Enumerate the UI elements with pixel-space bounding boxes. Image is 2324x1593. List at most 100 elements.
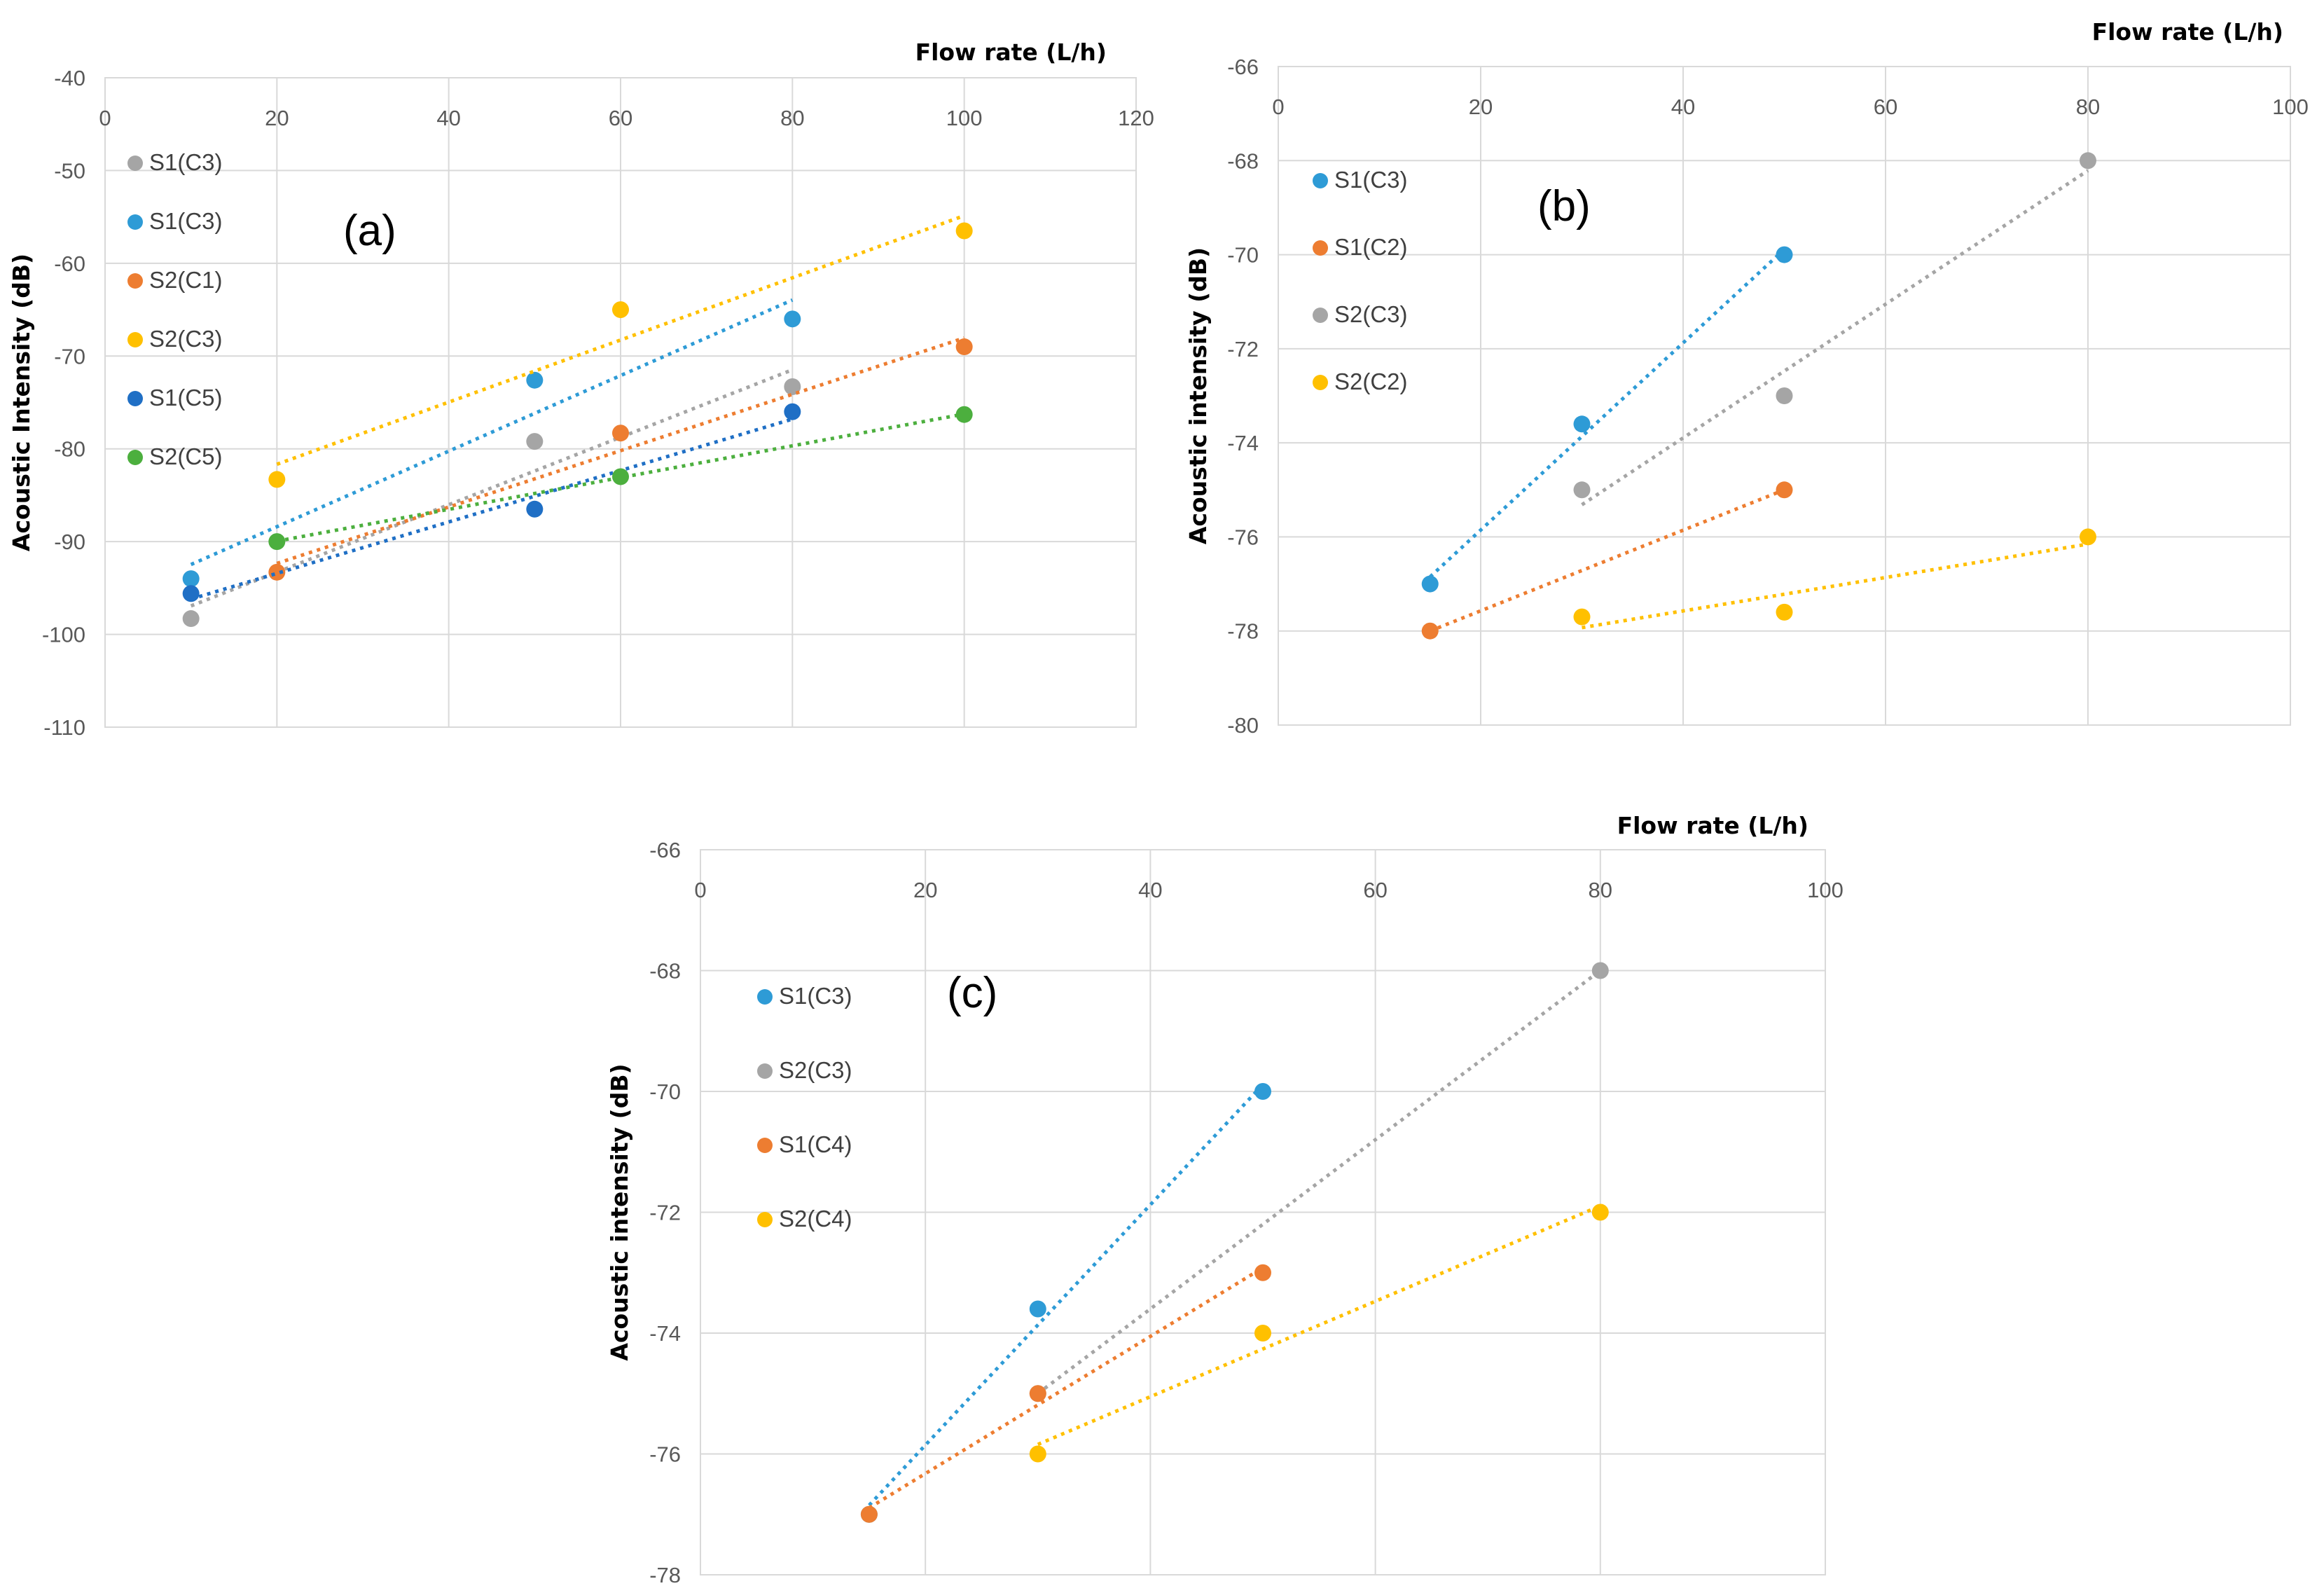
x-tick-label: 60 bbox=[1874, 95, 1897, 119]
chart-a: -40 -50 -60 -70 -80 -90 -100 -110 0 20 40 60 80 100 12… bbox=[8, 39, 1154, 740]
y-tick-label: -74 bbox=[1227, 431, 1259, 455]
data-point bbox=[612, 425, 629, 442]
panel-label: (a) bbox=[343, 207, 396, 255]
data-point bbox=[1254, 1083, 1271, 1100]
x-axis-title: Flow rate (L/h) bbox=[1617, 812, 1808, 839]
legend-entry: S2(C2) bbox=[1334, 368, 1408, 394]
x-tick-label: 80 bbox=[780, 106, 804, 130]
y-axis-title: Acoustic intensity (dB) bbox=[1184, 247, 1212, 544]
y-axis-title: Acoustic Intensity (dB) bbox=[8, 254, 35, 551]
legend-marker bbox=[127, 332, 143, 347]
x-tick-label: 0 bbox=[99, 106, 111, 130]
y-tick-label: -68 bbox=[1227, 149, 1259, 173]
y-tick-label: -66 bbox=[1227, 55, 1259, 79]
data-point bbox=[612, 301, 629, 319]
legend-marker bbox=[127, 156, 143, 171]
legend-marker bbox=[1313, 375, 1328, 390]
data-point bbox=[955, 406, 973, 423]
legend-entry: S2(C3) bbox=[1334, 301, 1408, 327]
data-point bbox=[1029, 1385, 1046, 1402]
data-point bbox=[526, 371, 544, 389]
legend-entry: S1(C3) bbox=[1334, 167, 1408, 193]
legend-entry: S1(C2) bbox=[1334, 234, 1408, 260]
y-tick-label: -40 bbox=[54, 66, 85, 90]
trendline-s1c3 bbox=[1429, 248, 1786, 579]
data-point bbox=[955, 222, 973, 240]
data-point bbox=[612, 468, 629, 485]
y-tick-label: -80 bbox=[54, 437, 85, 462]
legend-marker bbox=[127, 391, 143, 406]
legend-entry: S2(C3) bbox=[149, 326, 223, 352]
legend-entry: S2(C4) bbox=[779, 1206, 852, 1232]
legend-entry: S1(C5) bbox=[149, 385, 223, 411]
data-point bbox=[784, 378, 801, 395]
data-point bbox=[1573, 481, 1591, 499]
data-point bbox=[1591, 962, 1609, 979]
data-point bbox=[268, 533, 286, 551]
trendline-s2c4 bbox=[1037, 1204, 1601, 1447]
legend-marker bbox=[1313, 240, 1328, 256]
data-point bbox=[1421, 622, 1439, 640]
data-point bbox=[526, 433, 544, 450]
x-tick-label: 0 bbox=[694, 878, 706, 902]
trendline-s1c3 bbox=[190, 298, 794, 567]
y-tick-label: -70 bbox=[1227, 243, 1259, 268]
y-tick-label: -68 bbox=[649, 959, 681, 984]
legend-entry: S1(C4) bbox=[779, 1131, 852, 1157]
y-tick-label: -66 bbox=[649, 838, 681, 862]
y-tick-label: -76 bbox=[1227, 525, 1259, 549]
data-point bbox=[182, 585, 200, 602]
data-point bbox=[182, 570, 200, 588]
x-tick-label: 80 bbox=[1589, 878, 1612, 902]
panel-label: (b) bbox=[1537, 182, 1591, 230]
y-tick-label: -72 bbox=[1227, 337, 1259, 361]
data-point bbox=[1776, 246, 1793, 263]
data-point bbox=[268, 471, 286, 488]
y-tick-label: -78 bbox=[1227, 619, 1259, 644]
data-point bbox=[955, 338, 973, 356]
data-point bbox=[1776, 387, 1793, 404]
y-tick-label: -80 bbox=[1227, 713, 1259, 738]
x-tick-label: 20 bbox=[913, 878, 937, 902]
legend-marker bbox=[757, 1138, 773, 1153]
y-tick-label: -74 bbox=[649, 1321, 681, 1346]
data-point bbox=[1573, 415, 1591, 433]
legend-entry: S1(C3) bbox=[779, 983, 852, 1009]
trendline-s1c2 bbox=[1429, 488, 1785, 633]
x-tick-label: 20 bbox=[265, 106, 289, 130]
y-tick-label: -72 bbox=[649, 1201, 681, 1225]
legend-entry: S1(C3) bbox=[149, 149, 223, 175]
data-point bbox=[1776, 481, 1793, 499]
legend-entry: S2(C1) bbox=[149, 267, 223, 293]
y-tick-label: -50 bbox=[54, 158, 85, 183]
data-point bbox=[1254, 1264, 1271, 1281]
trendline-s2c3 bbox=[1581, 169, 2089, 506]
x-tick-label: 60 bbox=[609, 106, 632, 130]
data-point bbox=[2080, 152, 2096, 170]
x-tick-label: 20 bbox=[1469, 95, 1493, 119]
x-tick-label: 100 bbox=[1807, 878, 1844, 902]
x-axis-title: Flow rate (L/h) bbox=[2092, 18, 2283, 46]
legend-marker bbox=[127, 450, 143, 465]
trendline-s2c5 bbox=[276, 412, 965, 543]
legend-marker bbox=[127, 214, 143, 230]
data-point bbox=[1254, 1325, 1271, 1342]
x-tick-label: 120 bbox=[1118, 106, 1154, 130]
x-tick-label: 40 bbox=[1138, 878, 1162, 902]
legend-marker bbox=[757, 1063, 773, 1079]
y-tick-label: -70 bbox=[54, 344, 85, 368]
data-point bbox=[2080, 528, 2096, 546]
legend-entry: S2(C3) bbox=[779, 1057, 852, 1083]
legend-marker bbox=[757, 1212, 773, 1227]
trendline-s1c4 bbox=[868, 1266, 1264, 1510]
y-tick-label: -110 bbox=[43, 715, 85, 740]
x-tick-label: 60 bbox=[1363, 878, 1387, 902]
y-tick-label: -60 bbox=[54, 251, 85, 276]
legend-marker bbox=[127, 273, 143, 289]
data-point bbox=[526, 500, 544, 518]
x-tick-label: 100 bbox=[946, 106, 983, 130]
trendline-s1c3 bbox=[190, 368, 794, 608]
trendline-s1c5 bbox=[190, 417, 794, 601]
data-point bbox=[1776, 603, 1793, 621]
